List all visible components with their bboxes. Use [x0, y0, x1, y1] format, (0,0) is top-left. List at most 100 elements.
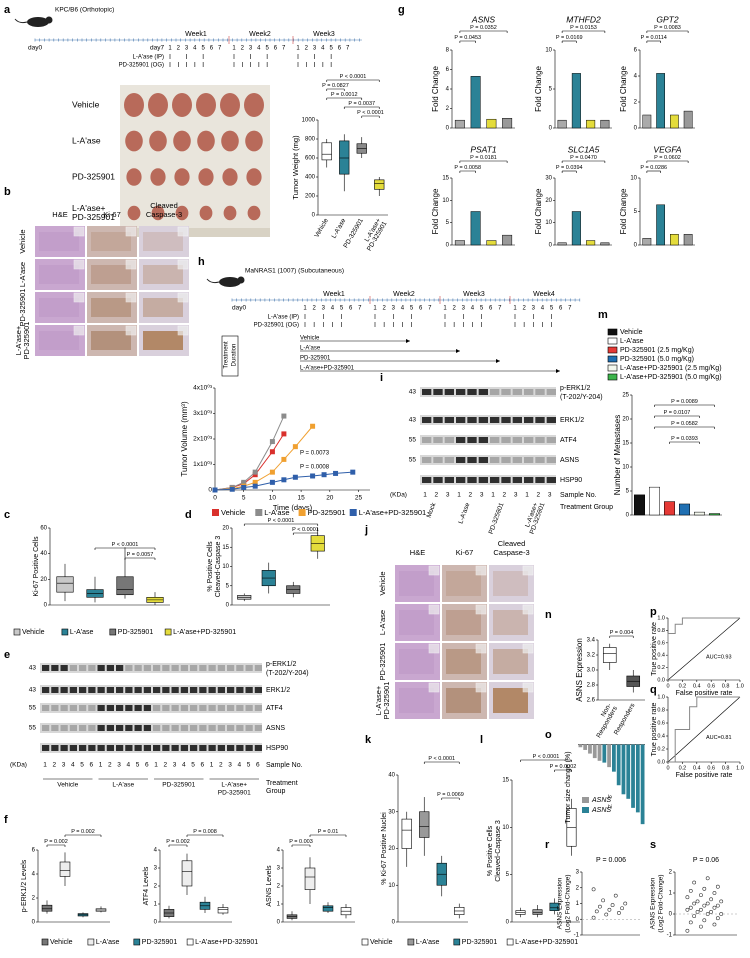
kda-marker: 55	[409, 457, 417, 464]
blot-band	[162, 687, 170, 693]
blot-band	[422, 437, 432, 443]
day-number: 6	[349, 306, 353, 312]
box	[322, 905, 334, 912]
point	[685, 907, 690, 912]
column-label: Caspase-3	[146, 210, 182, 219]
band-label: ASNS	[266, 725, 285, 732]
y-axis-label: ASNS Expression	[650, 877, 657, 929]
bar	[664, 501, 675, 516]
legend-label: L-A'ase	[96, 939, 120, 946]
blot-band	[180, 725, 188, 731]
y-tick-label: 2	[576, 885, 580, 891]
point	[685, 928, 690, 933]
bar	[470, 211, 481, 246]
blot-band	[97, 687, 105, 693]
blot-band	[227, 745, 235, 751]
sample-number: 2	[503, 492, 507, 499]
bar	[600, 242, 610, 246]
day-number: 5	[410, 306, 414, 312]
blot-band	[125, 745, 133, 751]
point	[712, 922, 717, 927]
sample-number: 2	[435, 492, 439, 499]
point	[241, 484, 247, 490]
blot-band	[490, 477, 500, 483]
kda-label: (KDa)	[390, 492, 407, 499]
duration-label: L-A'ase+PD-325901	[300, 366, 355, 372]
sample-number: 3	[480, 492, 484, 499]
y-axis-label: Cleaved-Caspase 3	[215, 536, 222, 598]
point	[281, 477, 287, 483]
blot-band	[546, 477, 556, 483]
blot-band	[134, 705, 142, 711]
point	[321, 472, 327, 478]
blot-band	[254, 665, 262, 671]
box	[532, 909, 543, 915]
tumor	[246, 168, 262, 186]
day-label: day7	[150, 45, 164, 52]
bar	[571, 211, 581, 246]
day-number: 6	[274, 46, 278, 52]
sample-number: 2	[52, 762, 56, 769]
sample-number: 2	[163, 762, 167, 769]
legend-swatch	[133, 938, 141, 946]
y-tick-label: 2	[669, 870, 673, 876]
box	[419, 811, 430, 838]
blot-band	[97, 665, 105, 671]
blot-band	[97, 705, 105, 711]
legend-swatch	[349, 509, 357, 516]
y-tick-label: 0	[626, 513, 630, 519]
legend-label: ASNS	[591, 797, 611, 804]
y-tick-label: 4x10⁰³	[193, 384, 213, 392]
y-tick-label: 1.0	[657, 694, 665, 700]
y-tick-label: 0	[226, 603, 230, 609]
y-tick-label: 15	[622, 441, 629, 447]
bar	[656, 204, 665, 246]
blot-band	[190, 745, 198, 751]
day-number: 5	[340, 306, 344, 312]
micrograph-stain	[143, 298, 183, 317]
day-number: 3	[185, 46, 189, 52]
series-line	[214, 415, 285, 491]
legend-swatch	[607, 346, 618, 354]
micrograph-stain	[446, 649, 481, 674]
y-axis-label: Ki-67 Positive Cells	[33, 536, 40, 597]
duration-title: Treatment	[224, 341, 230, 368]
p-value: P < 0.0001	[340, 74, 367, 80]
y-axis-label: Fold Change	[619, 188, 628, 234]
box	[374, 179, 385, 190]
legend-swatch	[407, 938, 415, 946]
y-tick-label: 0.4	[657, 653, 665, 659]
panel-letter: b	[4, 186, 11, 198]
tumor	[223, 205, 237, 221]
day-number: 3	[313, 46, 317, 52]
day-number: 7	[568, 306, 572, 312]
tumor	[126, 168, 142, 186]
micrograph-inset	[125, 259, 137, 270]
y-axis-label: True positive rate	[651, 702, 658, 756]
blot-band	[88, 665, 96, 671]
legend-label: L-A'ase+PD-325901	[195, 939, 258, 946]
bar	[597, 744, 602, 761]
blot-band	[106, 687, 114, 693]
day-number: 4	[401, 306, 405, 312]
bar	[709, 513, 720, 516]
y-tick-label: 1000	[302, 118, 316, 124]
y-tick-label: 2x10⁰³	[193, 435, 213, 443]
sample-number: 5	[80, 762, 84, 769]
tumor	[198, 168, 214, 186]
day-number: 2	[177, 46, 181, 52]
blot-band	[433, 437, 443, 443]
group-label: PD-325901	[218, 790, 251, 797]
x-tick-label: 5	[242, 495, 246, 502]
blot-band	[42, 705, 50, 711]
panel-letter: g	[398, 4, 405, 16]
column-label: H&E	[52, 210, 67, 219]
blot-band	[162, 725, 170, 731]
auc-label: AUC=0.81	[706, 735, 732, 741]
sample-number: 3	[548, 492, 552, 499]
blot-band	[199, 745, 207, 751]
blot-band	[190, 665, 198, 671]
treatment-label: PD-325901 (OG)	[254, 323, 299, 329]
y-tick-label: 10	[442, 198, 449, 204]
micrograph-stain	[446, 610, 481, 635]
